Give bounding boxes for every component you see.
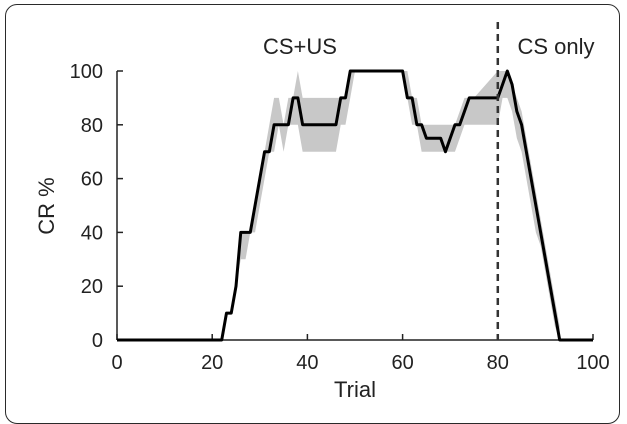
text-layer: CS+US CS only CR % Trial	[34, 34, 595, 401]
y-tick-label: 20	[81, 276, 103, 298]
x-tick-label: 60	[391, 352, 413, 374]
annotation-cs-only: CS only	[517, 34, 594, 59]
error-band-layer	[221, 71, 560, 340]
x-axis-label: Trial	[334, 377, 376, 401]
y-axis-label: CR %	[34, 177, 59, 234]
y-tick-label: 0	[92, 330, 103, 352]
error-band	[221, 71, 560, 340]
mean-line-layer	[117, 69, 593, 342]
y-tick-label: 80	[81, 115, 103, 137]
x-tick-label: 0	[111, 352, 122, 374]
x-tick-label: 20	[201, 352, 223, 374]
annotation-cs-us: CS+US	[263, 34, 337, 59]
axes-layer: 0 20 40 60 80 100 0 20 40 60 80 100	[70, 61, 610, 374]
x-tick-label: 40	[296, 352, 318, 374]
mean-cr-line	[117, 69, 593, 342]
cr-percentage-chart: 0 20 40 60 80 100 0 20 40 60 80 100 CS+US CS only C…	[34, 22, 610, 401]
y-tick-label: 100	[70, 61, 103, 83]
x-tick-label: 80	[487, 352, 509, 374]
x-tick-label: 100	[576, 352, 609, 374]
y-tick-label: 60	[81, 169, 103, 191]
y-tick-label: 40	[81, 222, 103, 244]
